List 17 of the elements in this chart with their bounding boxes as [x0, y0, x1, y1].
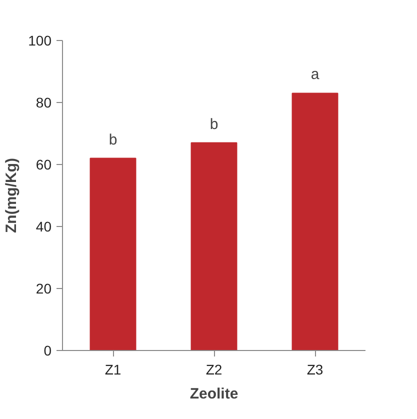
annotation: b [108, 131, 118, 148]
x-tick-label: Z2 [206, 362, 222, 378]
y-tick-label: 100 [28, 32, 52, 48]
y-tick-label: 80 [36, 94, 52, 110]
annotation: b [210, 116, 218, 133]
y-tick-label: 0 [44, 342, 52, 358]
y-tick-label: 20 [36, 280, 52, 296]
y-axis-title: Zn(mg/Kg) [3, 158, 20, 233]
bar [190, 142, 238, 350]
y-tick-label: 40 [36, 218, 52, 234]
x-tick-label: Z1 [104, 362, 122, 378]
x-tick-label: Z3 [306, 362, 324, 378]
bar [90, 158, 136, 350]
x-axis-title: Zeolite [190, 386, 238, 402]
bar [292, 92, 338, 350]
y-tick-label: 60 [36, 156, 52, 172]
annotation: a [310, 66, 320, 84]
